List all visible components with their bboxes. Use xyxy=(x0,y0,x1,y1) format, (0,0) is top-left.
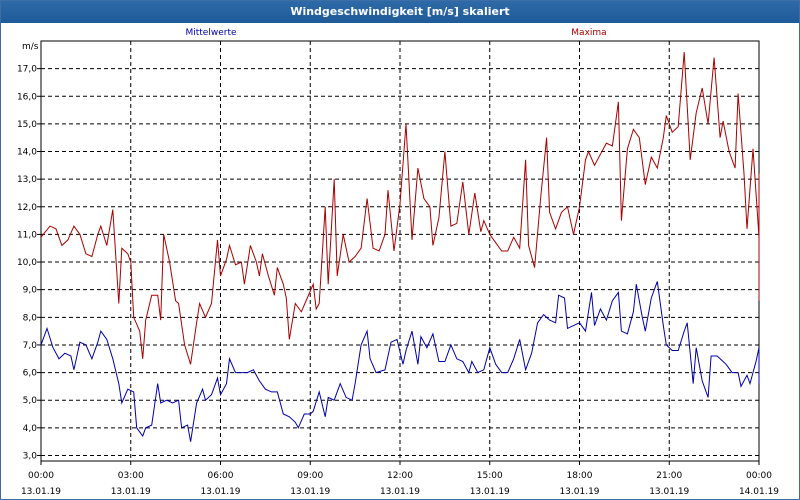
x-tick-time: 06:00 xyxy=(208,471,234,481)
y-tick-label: 8,0 xyxy=(23,313,38,323)
x-tick-time: 12:00 xyxy=(387,471,413,481)
x-tick-date: 13.01.19 xyxy=(559,487,599,497)
x-tick-date: 13.01.19 xyxy=(200,487,240,497)
y-tick-label: 14,0 xyxy=(17,148,37,158)
line-chart: 3,0 4,0 5,0 6,0 7,0 8,0 9,0 10,0 11,0 12,0 13,0 14,… xyxy=(17,28,779,497)
y-tick-label: 12,0 xyxy=(17,203,37,213)
series-line-mittelwerte xyxy=(40,281,760,442)
y-tick-label: 11,0 xyxy=(17,230,37,240)
y-tick-label: 17,0 xyxy=(17,65,37,75)
y-axis-label: m/s xyxy=(22,42,39,52)
legend-maxima: Maxima xyxy=(571,28,606,38)
y-tick-label: 10,0 xyxy=(17,258,37,268)
y-tick-label: 9,0 xyxy=(23,286,38,296)
y-tick-label: 5,0 xyxy=(23,396,38,406)
x-tick-time: 21:00 xyxy=(656,471,682,481)
x-tick-time: 00:00 xyxy=(28,471,54,481)
y-tick-label: 16,0 xyxy=(17,92,37,102)
y-axis-ticks: 3,0 4,0 5,0 6,0 7,0 8,0 9,0 10,0 11,0 12,0 13,0 14,… xyxy=(17,65,41,461)
legend-mittelwerte: Mittelwerte xyxy=(185,28,236,38)
window-title: Windgeschwindigkeit [m/s] skaliert xyxy=(1,1,799,23)
series-lines xyxy=(40,52,760,442)
x-tick-date: 13.01.19 xyxy=(21,487,61,497)
y-tick-label: 3,0 xyxy=(23,451,38,461)
x-tick-time: 15:00 xyxy=(477,471,503,481)
x-tick-date: 13.01.19 xyxy=(649,487,689,497)
x-tick-date: 13.01.19 xyxy=(111,487,151,497)
x-tick-date: 13.01.19 xyxy=(290,487,330,497)
y-tick-label: 15,0 xyxy=(17,120,37,130)
x-tick-date: 13.01.19 xyxy=(470,487,510,497)
y-tick-label: 6,0 xyxy=(23,369,38,379)
x-tick-date: 13.01.19 xyxy=(380,487,420,497)
x-axis-ticks: 00:00 13.01.19 03:00 13.01.19 06:00 13.01.19 0… xyxy=(21,461,779,497)
x-tick-time: 00:00 xyxy=(746,471,772,481)
x-tick-time: 18:00 xyxy=(567,471,593,481)
series-line-maxima xyxy=(40,52,760,365)
x-tick-time: 03:00 xyxy=(118,471,144,481)
x-tick-date: 14.01.19 xyxy=(739,487,779,497)
y-tick-label: 7,0 xyxy=(23,341,38,351)
y-tick-label: 4,0 xyxy=(23,424,38,434)
y-tick-label: 13,0 xyxy=(17,175,37,185)
x-tick-time: 09:00 xyxy=(297,471,323,481)
